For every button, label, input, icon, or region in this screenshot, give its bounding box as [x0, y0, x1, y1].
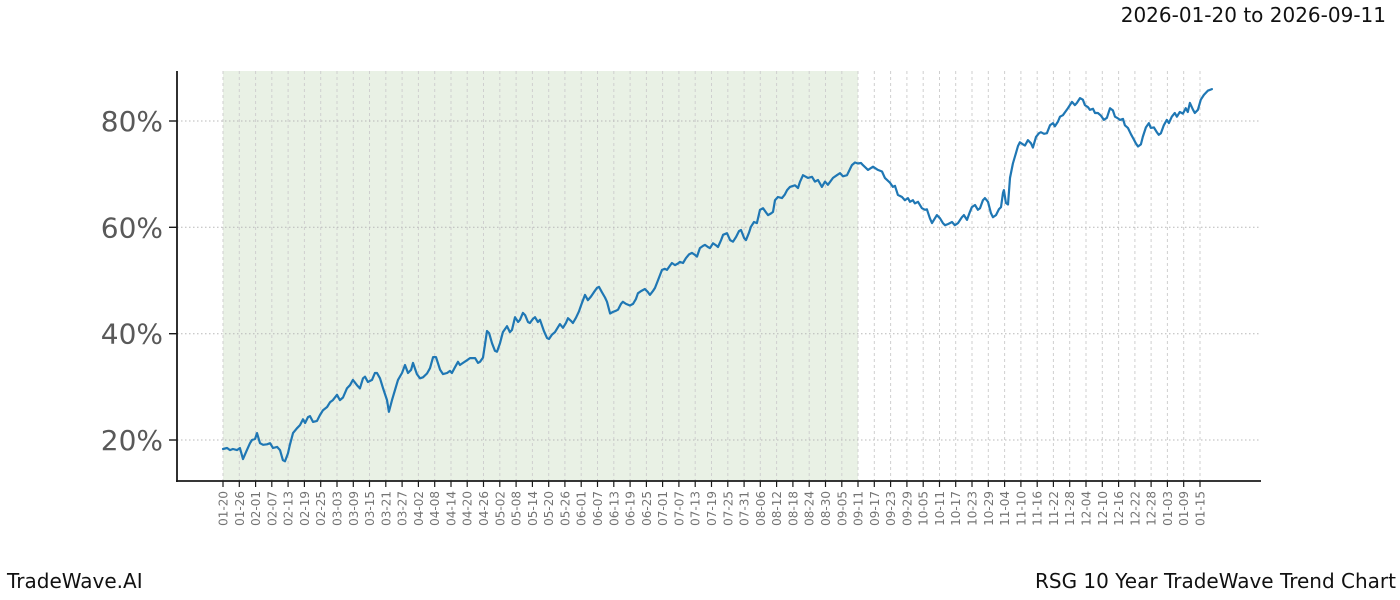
x-tick-label: 02-25	[314, 491, 328, 526]
date-range-title: 2026-01-20 to 2026-09-11	[1120, 3, 1386, 27]
x-tick-label: 09-29	[900, 491, 914, 526]
x-tick-label: 02-07	[265, 491, 279, 526]
x-tick-label: 01-20	[217, 491, 231, 526]
x-tick-label: 06-01	[575, 491, 589, 526]
x-tick-label: 11-22	[1047, 491, 1061, 526]
x-tick-label: 08-12	[770, 491, 784, 526]
trend-line	[221, 87, 1214, 463]
x-tick-label: 07-13	[689, 491, 703, 526]
x-tick-label: 10-17	[949, 491, 963, 526]
x-tick-label: 02-01	[249, 491, 263, 526]
x-tick-label: 08-24	[803, 491, 817, 526]
x-tick-label: 11-04	[998, 491, 1012, 526]
x-tick-label: 01-09	[1177, 491, 1191, 526]
x-tick-label: 01-26	[233, 491, 247, 526]
y-tick-label: 60%	[101, 211, 163, 244]
x-tick-label: 03-09	[347, 491, 361, 526]
x-tick-label: 05-26	[558, 491, 572, 526]
x-tick-label: 11-16	[1031, 491, 1045, 526]
x-tick-label: 03-27	[396, 491, 410, 526]
x-tick-label: 01-15	[1194, 491, 1208, 526]
x-tick-label: 07-07	[672, 491, 686, 526]
x-tick-label: 12-10	[1096, 491, 1110, 526]
x-tick-label: 08-18	[786, 491, 800, 526]
x-tick-label: 10-29	[982, 491, 996, 526]
y-tick-label: 20%	[101, 424, 163, 457]
y-tick-label: 80%	[101, 105, 163, 138]
x-tick-label: 03-21	[379, 491, 393, 526]
x-tick-label: 04-26	[477, 491, 491, 526]
x-tick-label: 05-08	[510, 491, 524, 526]
x-tick-label: 05-20	[542, 491, 556, 526]
x-tick-label: 03-03	[331, 491, 345, 526]
x-tick-label: 09-23	[884, 491, 898, 526]
x-tick-label: 01-03	[1161, 491, 1175, 526]
y-tick-label: 40%	[101, 318, 163, 351]
x-tick-label: 10-23	[966, 491, 980, 526]
x-tick-label: 04-02	[412, 491, 426, 526]
x-tick-label: 11-10	[1014, 491, 1028, 526]
chart-caption-label: RSG 10 Year TradeWave Trend Chart	[1034, 569, 1396, 593]
axis-spines	[176, 71, 1261, 482]
x-tick-label: 04-20	[461, 491, 475, 526]
x-axis-labels: 01-20 01-26 02-01 02-07 02-13 02-19 02-25 03-03…	[217, 481, 1208, 526]
x-tick-label: 09-17	[868, 491, 882, 526]
x-tick-label: 07-25	[721, 491, 735, 526]
x-tick-label: 08-06	[754, 491, 768, 526]
x-tick-label: 11-28	[1063, 491, 1077, 526]
x-tick-label: 09-05	[835, 491, 849, 526]
x-tick-label: 04-14	[445, 491, 459, 526]
horizontal-gridlines	[177, 120, 1261, 441]
x-tick-label: 08-30	[819, 491, 833, 526]
x-tick-label: 10-05	[917, 491, 931, 526]
brand-label: TradeWave.AI	[7, 569, 143, 593]
x-tick-label: 02-13	[282, 491, 296, 526]
x-tick-label: 09-11	[852, 491, 866, 526]
x-tick-label: 06-13	[607, 491, 621, 526]
x-tick-label: 07-31	[738, 491, 752, 526]
x-tick-label: 05-02	[493, 491, 507, 526]
x-tick-label: 06-07	[591, 491, 605, 526]
x-tick-label: 07-01	[656, 491, 670, 526]
x-tick-label: 06-19	[624, 491, 638, 526]
x-tick-label: 12-22	[1128, 491, 1142, 526]
x-tick-label: 12-28	[1145, 491, 1159, 526]
x-tick-label: 02-19	[298, 491, 312, 526]
x-tick-label: 07-19	[705, 491, 719, 526]
highlight-region	[223, 71, 858, 481]
x-tick-label: 04-08	[428, 491, 442, 526]
x-tick-label: 10-11	[933, 491, 947, 526]
x-tick-label: 12-16	[1112, 491, 1126, 526]
x-tick-label: 06-25	[640, 491, 654, 526]
vertical-gridlines	[222, 71, 1201, 481]
x-tick-label: 12-04	[1080, 491, 1094, 526]
x-tick-label: 05-14	[526, 491, 540, 526]
x-tick-label: 03-15	[363, 491, 377, 526]
y-axis-labels: 20% 40% 60% 80%	[101, 105, 177, 457]
